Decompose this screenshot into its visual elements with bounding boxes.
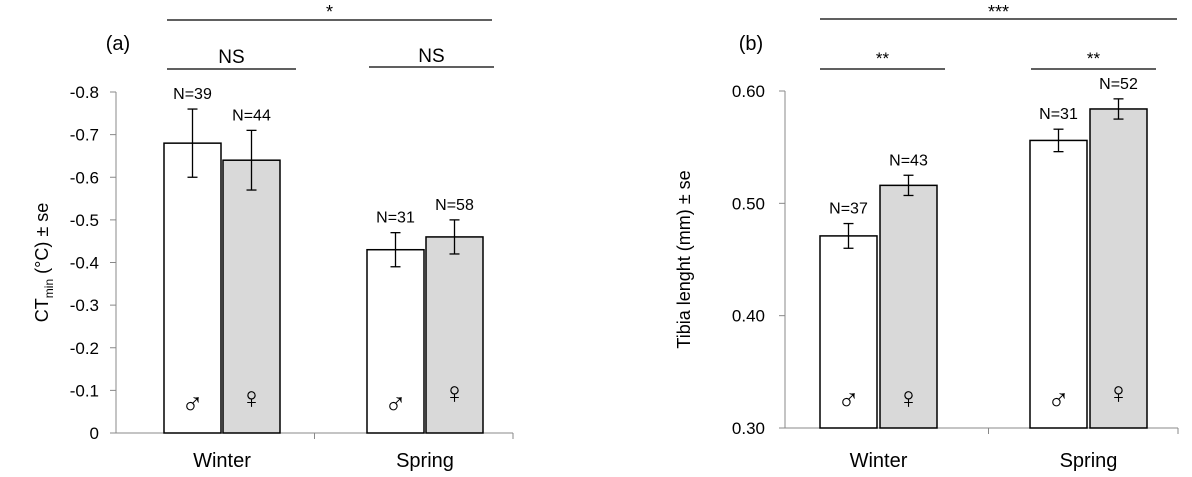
- n-label: N=52: [1099, 76, 1138, 93]
- y-axis-label: Tibia lenght (mm) ± se: [674, 170, 694, 348]
- male-symbol: ♂: [837, 384, 860, 417]
- y-tick-label: -0.3: [70, 296, 99, 315]
- female-symbol: ♀: [1107, 377, 1130, 410]
- bar-male: [163, 142, 222, 434]
- y-axis-label: CTmin (°C) ± se: [32, 203, 56, 322]
- male-symbol: ♂: [384, 388, 407, 421]
- female-symbol: ♀: [443, 377, 466, 410]
- y-tick-label: -0.7: [70, 126, 99, 145]
- y-tick-label: 0.30: [732, 419, 765, 438]
- chart-panel-a: 0 -0.1 -0.2 -0.3 -0.4 -0.5 -0.6 -0.7 -0.8 CTmin (…: [32, 2, 514, 472]
- n-label: N=43: [889, 152, 928, 169]
- n-label: N=39: [173, 86, 212, 103]
- bar-female: [222, 159, 281, 434]
- y-tick-label: -0.8: [70, 83, 99, 102]
- y-tick-label: -0.4: [70, 254, 99, 273]
- y-tick-label: 0: [90, 424, 99, 443]
- significance-label: **: [1087, 49, 1101, 68]
- female-symbol: ♀: [897, 382, 920, 415]
- n-label: N=58: [435, 197, 474, 214]
- category-label: Winter: [850, 450, 908, 472]
- bar-male: [1029, 139, 1088, 429]
- n-label: N=44: [232, 107, 271, 124]
- n-label: N=31: [1039, 106, 1078, 123]
- n-label: N=37: [829, 201, 868, 218]
- n-label: N=31: [376, 210, 415, 227]
- male-symbol: ♂: [181, 388, 204, 421]
- y-tick-label: 0.60: [732, 82, 765, 101]
- y-tick-label: -0.1: [70, 381, 99, 400]
- significance-label-overall: *: [326, 2, 333, 22]
- significance-label-overall: ***: [988, 2, 1009, 22]
- bar-male: [819, 235, 878, 429]
- category-label: Spring: [396, 450, 454, 472]
- significance-label: NS: [418, 46, 444, 67]
- y-tick-label: -0.2: [70, 339, 99, 358]
- bar-female: [1089, 108, 1148, 429]
- panel-label: (a): [106, 33, 130, 55]
- significance-label: **: [876, 49, 890, 68]
- female-symbol: ♀: [240, 382, 263, 415]
- category-label: Winter: [193, 450, 251, 472]
- significance-label: NS: [218, 47, 244, 68]
- chart-panel-b: 0.30 0.40 0.50 0.60 Tibia lenght (mm) ± se (b…: [674, 2, 1179, 472]
- bar-male: [366, 248, 425, 434]
- y-tick-label: 0.50: [732, 194, 765, 213]
- category-label: Spring: [1060, 450, 1118, 472]
- y-tick-label: 0.40: [732, 307, 765, 326]
- y-tick-label: -0.5: [70, 211, 99, 230]
- bar-female: [879, 184, 938, 429]
- y-tick-label: -0.6: [70, 168, 99, 187]
- male-symbol: ♂: [1047, 384, 1070, 417]
- panel-label: (b): [739, 33, 763, 55]
